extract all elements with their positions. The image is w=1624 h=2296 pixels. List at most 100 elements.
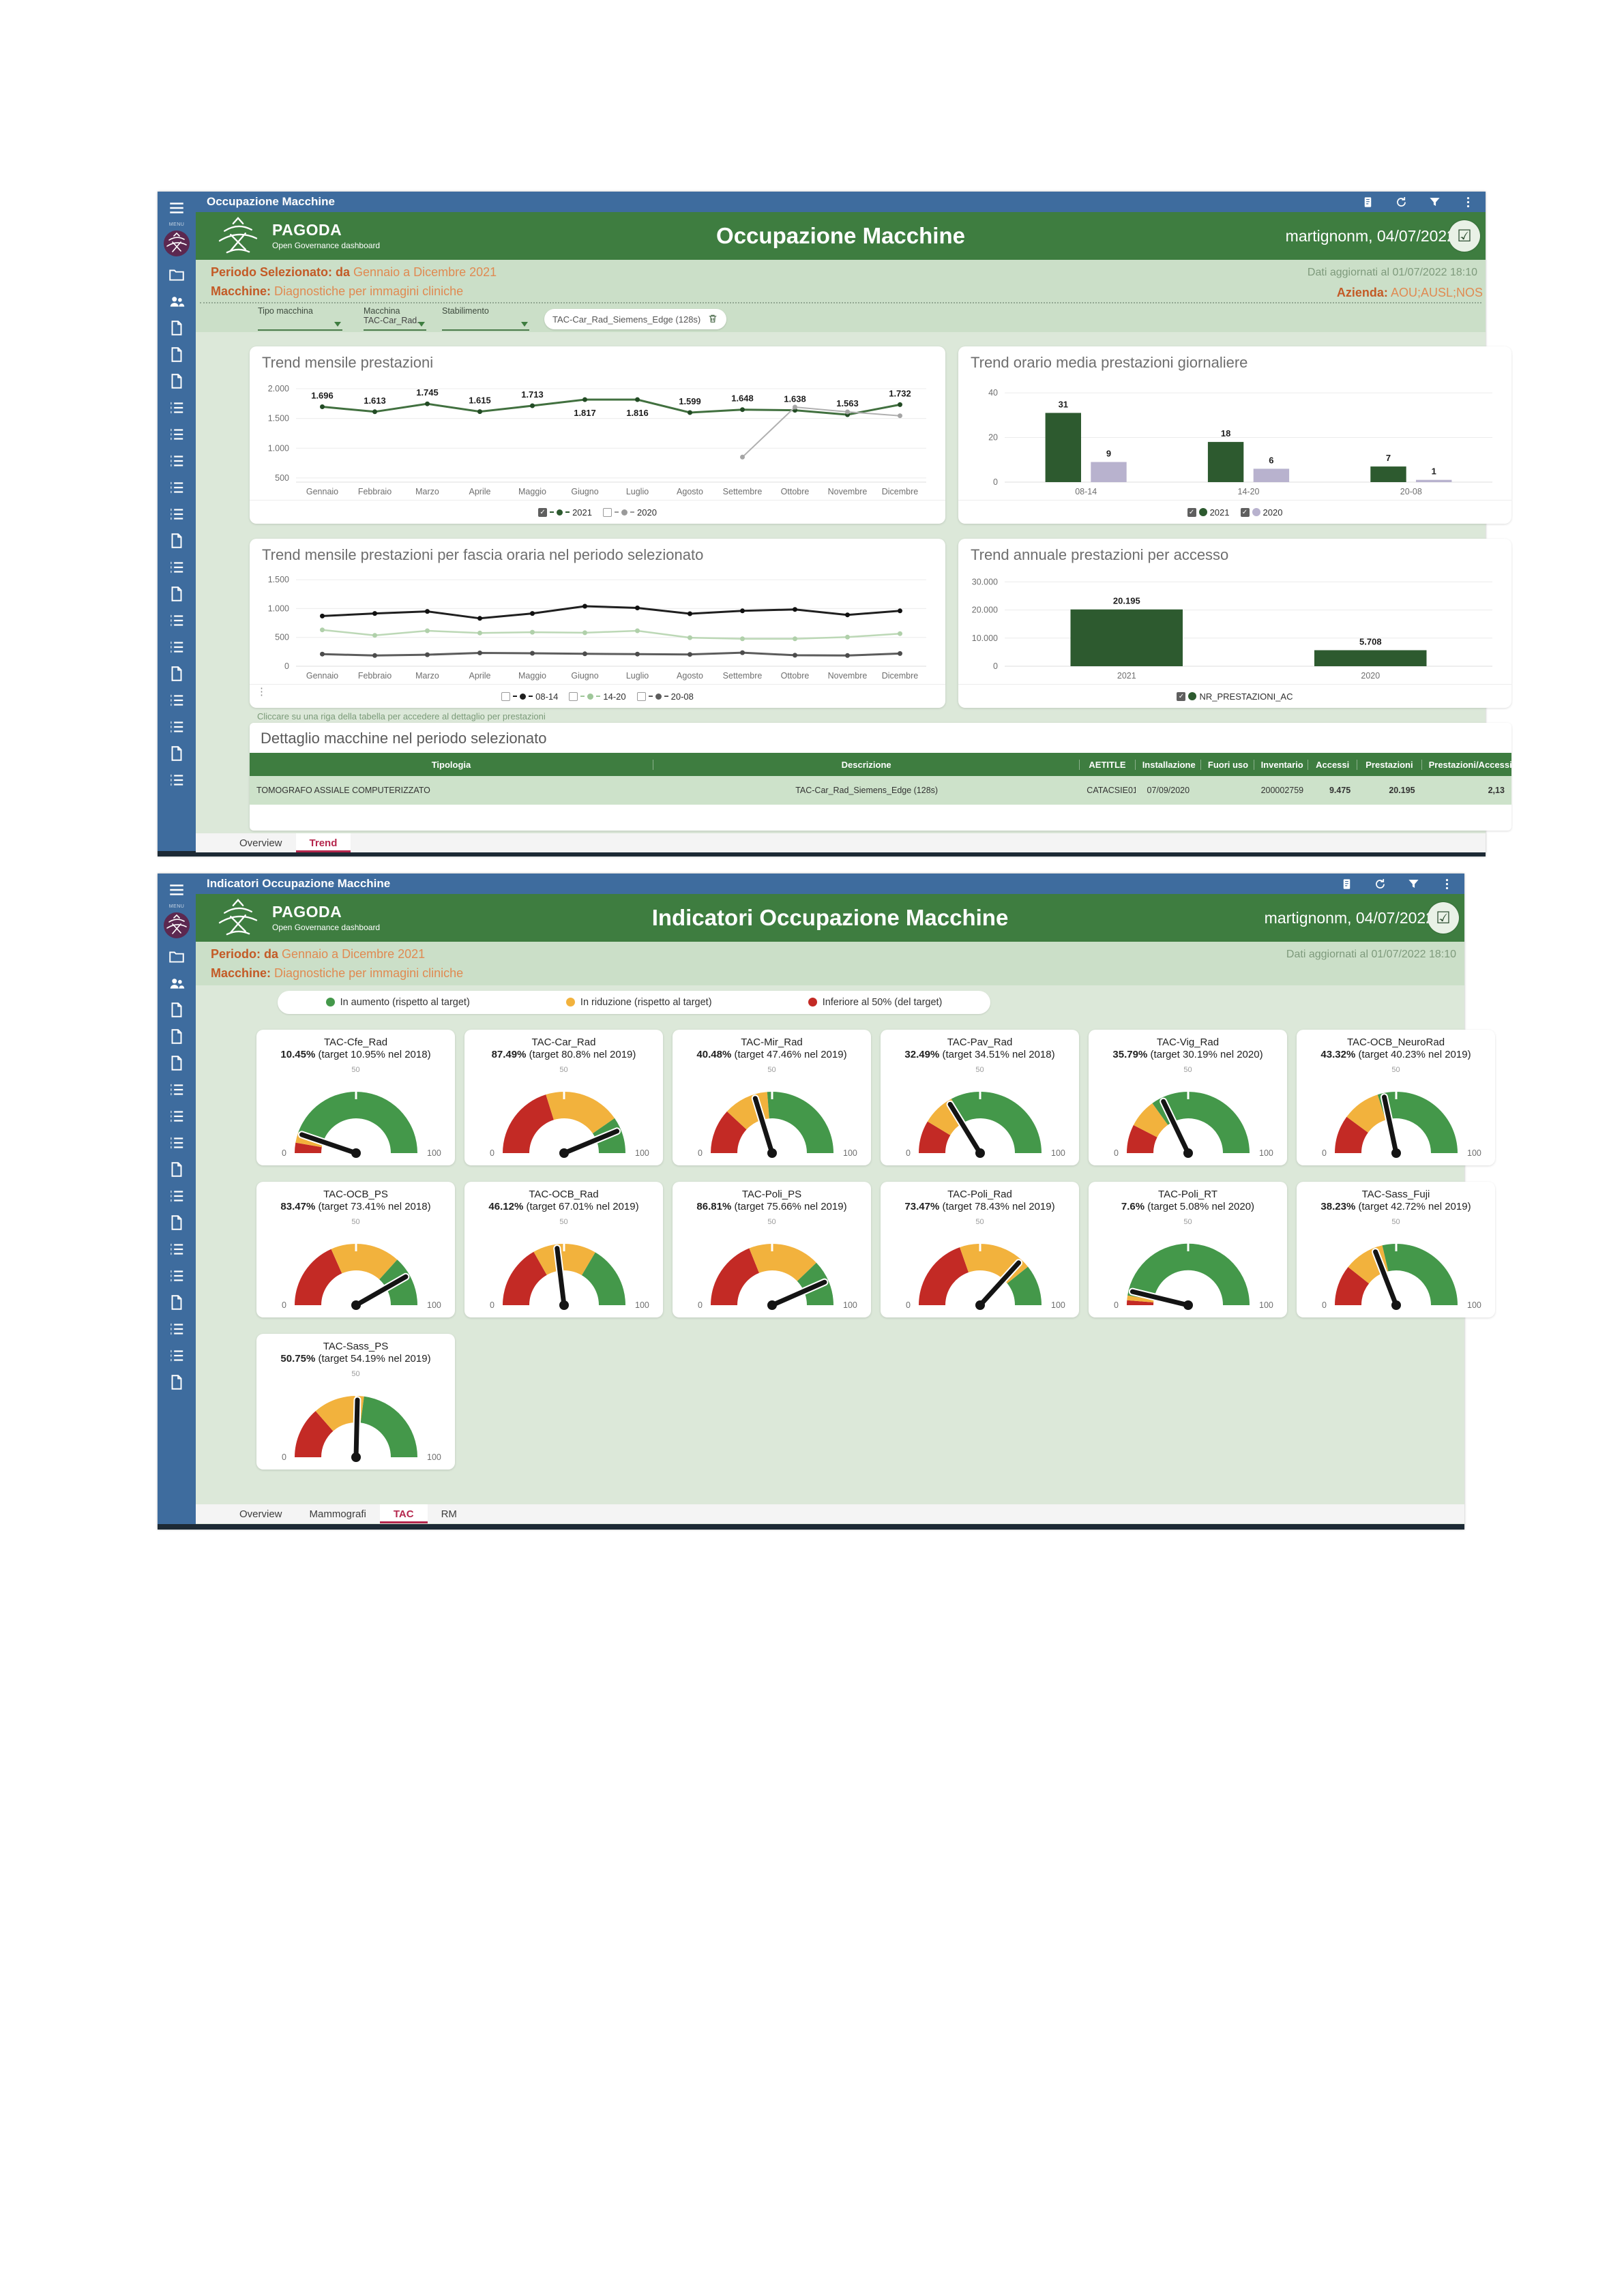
list-icon[interactable] (168, 612, 186, 629)
table-cell: 20.195 (1389, 786, 1415, 795)
macchina-select[interactable]: TAC-Car_Rad... (364, 316, 426, 331)
legend-checkbox[interactable] (636, 691, 646, 701)
list-icon[interactable] (168, 399, 186, 417)
legend-item-2020[interactable]: 2020 (603, 507, 657, 518)
legend-item-NR_PRESTAZIONI_AC[interactable]: ✓ NR_PRESTAZIONI_AC (1177, 691, 1293, 702)
pagoda-circle-icon[interactable] (163, 230, 190, 257)
file-icon[interactable] (168, 1161, 186, 1178)
legend-checkbox[interactable] (569, 691, 578, 701)
file-icon[interactable] (168, 745, 186, 762)
table-header: Tipologia Descrizione AETITLE Installazione… (250, 753, 1511, 776)
svg-text:500: 500 (275, 473, 289, 483)
kebab-icon[interactable] (1462, 196, 1475, 209)
file-icon[interactable] (168, 319, 186, 337)
menu-icon[interactable]: MENU (168, 877, 186, 909)
svg-text:Settembre: Settembre (723, 487, 763, 496)
avatar[interactable]: ☑ (1428, 902, 1459, 934)
refresh-icon[interactable] (1395, 196, 1408, 209)
svg-text:1.500: 1.500 (268, 414, 289, 423)
list-icon[interactable] (168, 1134, 186, 1152)
legend-item-2021[interactable]: ✓ 2021 (538, 507, 592, 518)
svg-text:14-20: 14-20 (1238, 487, 1260, 496)
list-icon[interactable] (168, 1107, 186, 1125)
tab-trend[interactable]: Trend (295, 833, 351, 852)
trash-icon[interactable] (707, 313, 718, 326)
list-icon[interactable] (168, 426, 186, 443)
file-icon[interactable] (168, 1373, 186, 1391)
tab-overview[interactable]: Overview (226, 1504, 296, 1523)
list-icon[interactable] (168, 1187, 186, 1205)
file-icon[interactable] (168, 346, 186, 363)
tab-tac[interactable]: TAC (379, 1504, 428, 1523)
legend-item-2021[interactable]: ✓ 2021 (1187, 507, 1230, 518)
folder-icon[interactable] (168, 948, 186, 966)
svg-text:0: 0 (698, 1148, 703, 1158)
tab-mammografi[interactable]: Mammografi (295, 1504, 380, 1523)
legend-item-20-08[interactable]: 20-08 (636, 691, 694, 702)
file-icon[interactable] (168, 665, 186, 683)
legend-checkbox[interactable]: ✓ (1177, 691, 1186, 701)
list-icon[interactable] (168, 1081, 186, 1099)
file-icon[interactable] (168, 1294, 186, 1311)
file-icon[interactable] (168, 1001, 186, 1019)
list-icon[interactable] (168, 771, 186, 789)
legend-checkbox[interactable] (603, 507, 612, 517)
refresh-icon[interactable] (1374, 878, 1387, 891)
kebab-icon[interactable]: ⋮ (256, 686, 267, 698)
avatar[interactable]: ☑ (1449, 220, 1480, 252)
kebab-icon[interactable] (1441, 878, 1453, 891)
list-icon[interactable] (168, 479, 186, 496)
legend-item-08-14[interactable]: 08-14 (501, 691, 558, 702)
table-cell: 07/09/2020 (1147, 786, 1190, 795)
legend-checkbox[interactable] (501, 691, 511, 701)
legend-checkbox[interactable]: ✓ (538, 507, 548, 517)
list-icon[interactable] (168, 505, 186, 523)
tab-overview[interactable]: Overview (226, 833, 296, 852)
list-icon[interactable] (168, 718, 186, 736)
card-trend-mensile: Trend mensile prestazioni 500 1.000 1.500 2… (250, 346, 945, 524)
legend-item-2020[interactable]: ✓ 2020 (1240, 507, 1282, 518)
users-icon[interactable] (168, 974, 186, 992)
list-icon[interactable] (168, 1320, 186, 1338)
filter-icon[interactable] (1407, 878, 1420, 891)
list-icon[interactable] (168, 1267, 186, 1285)
svg-text:100: 100 (427, 1452, 441, 1462)
list-icon[interactable] (168, 558, 186, 576)
window-titlebar: Indicatori Occupazione Macchine (196, 874, 1464, 894)
list-icon[interactable] (168, 452, 186, 470)
report-icon[interactable] (1361, 196, 1374, 209)
file-icon[interactable] (168, 1054, 186, 1072)
list-icon[interactable] (168, 1240, 186, 1258)
file-icon[interactable] (168, 372, 186, 390)
gauge-scale-50: 50 (975, 1218, 984, 1226)
legend-checkbox[interactable]: ✓ (1240, 507, 1250, 517)
users-icon[interactable] (168, 293, 186, 310)
pagoda-circle-icon[interactable] (163, 912, 190, 939)
legend-item-14-20[interactable]: 14-20 (569, 691, 626, 702)
gauge-grid: TAC-Cfe_Rad 10.45% (target 10.95% nel 201… (256, 1030, 1505, 1480)
file-icon[interactable] (168, 1028, 186, 1045)
list-icon[interactable] (168, 691, 186, 709)
file-icon[interactable] (168, 532, 186, 550)
svg-text:1.732: 1.732 (889, 388, 911, 398)
filter-icon[interactable] (1428, 196, 1441, 209)
filter-chip[interactable]: TAC-Car_Rad_Siemens_Edge (128s) (544, 309, 727, 329)
legend-checkbox[interactable]: ✓ (1187, 507, 1196, 517)
svg-text:Gennaio: Gennaio (306, 671, 338, 681)
table-cell: TAC-Car_Rad_Siemens_Edge (128s) (795, 786, 939, 795)
svg-text:0: 0 (490, 1300, 494, 1310)
stabilimento-select[interactable] (442, 316, 529, 331)
info-band: Periodo Selezionato: da Gennaio a Dicemb… (196, 260, 1486, 332)
folder-icon[interactable] (168, 266, 186, 284)
tipo-macchina-select[interactable] (258, 316, 342, 331)
menu-icon[interactable]: MENU (168, 195, 186, 227)
list-icon[interactable] (168, 1347, 186, 1365)
svg-text:6: 6 (1269, 455, 1273, 465)
list-icon[interactable] (168, 638, 186, 656)
file-icon[interactable] (168, 1214, 186, 1232)
file-icon[interactable] (168, 585, 186, 603)
table-row[interactable]: TOMOGRAFO ASSIALE COMPUTERIZZATO TAC-Car_… (250, 776, 1511, 805)
tab-rm[interactable]: RM (427, 1504, 471, 1523)
svg-text:0: 0 (284, 661, 289, 671)
report-icon[interactable] (1340, 878, 1353, 891)
